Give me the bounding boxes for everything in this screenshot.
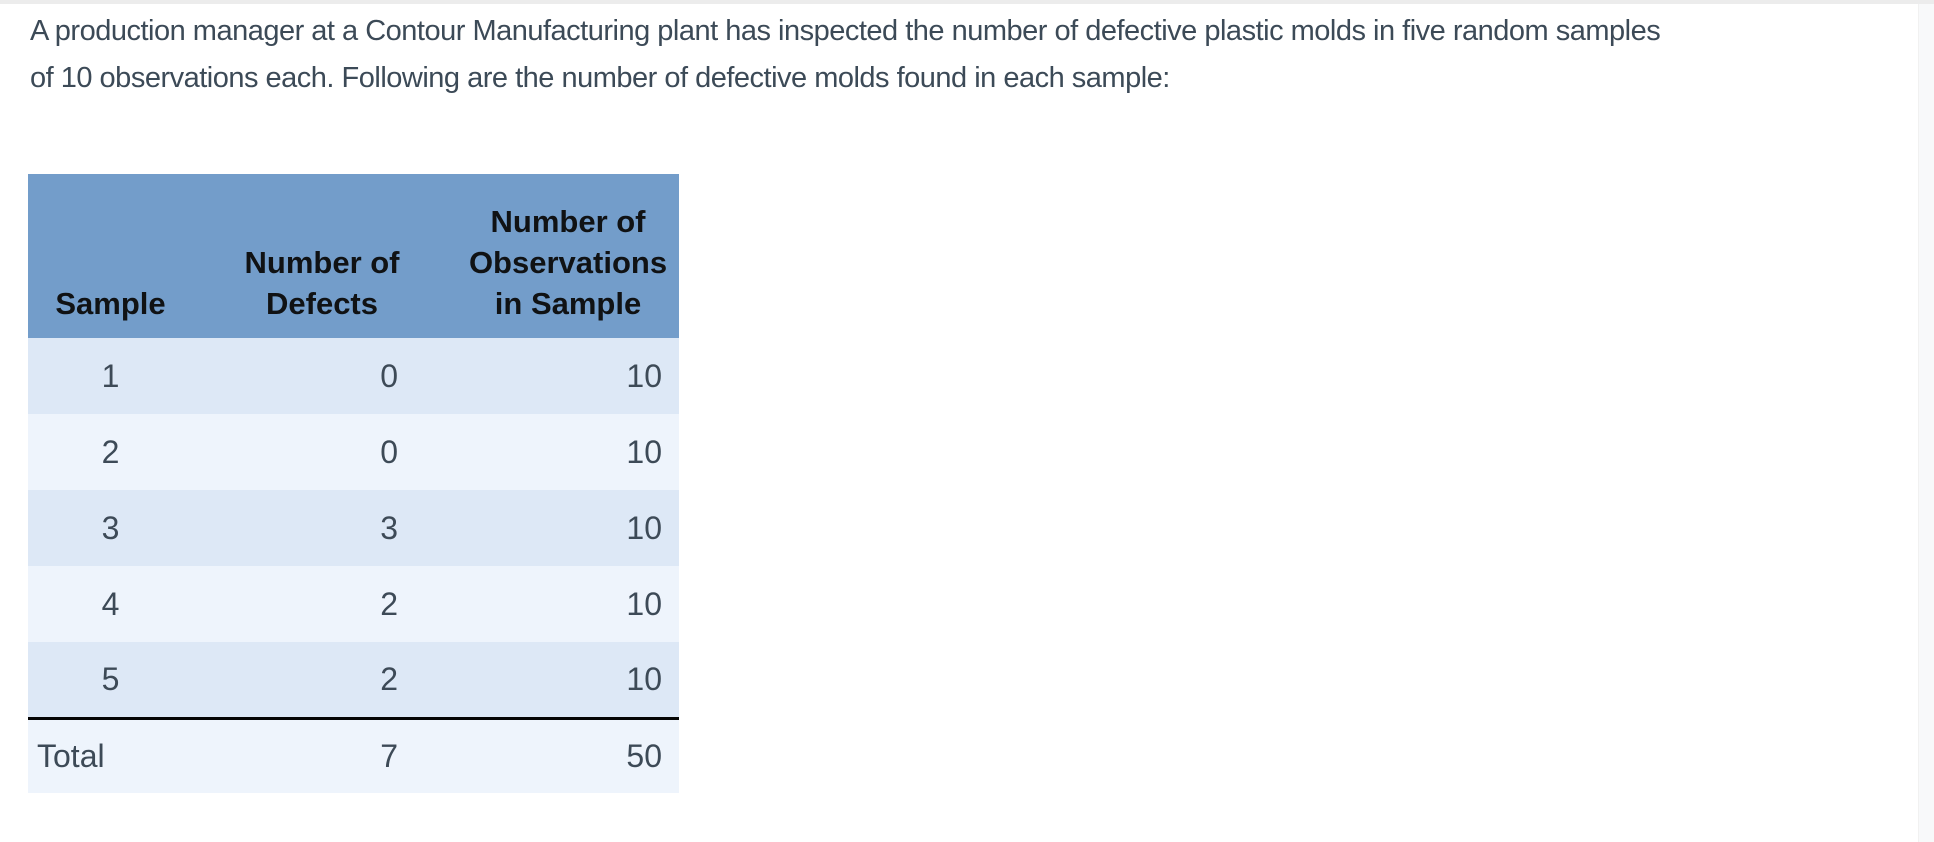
sample-cell: 2 — [101, 433, 120, 470]
column-header-defects: Number of Defects — [193, 174, 433, 338]
table-row: 2 0 10 — [28, 414, 679, 490]
column-header-observations: Number of Observations in Sample — [433, 174, 679, 338]
table-row: 1 0 10 — [28, 338, 679, 414]
observations-cell: 10 — [626, 433, 662, 470]
defects-cell: 2 — [380, 585, 398, 622]
table-total-row: Total 7 50 — [28, 718, 679, 793]
column-header-sample: Sample — [28, 174, 193, 338]
total-observations-cell: 50 — [626, 737, 662, 774]
observations-cell: 10 — [626, 660, 662, 697]
table-row: 5 2 10 — [28, 642, 679, 718]
problem-statement-line-1: A production manager at a Contour Manufa… — [30, 15, 1661, 47]
defects-cell: 0 — [380, 357, 398, 394]
observations-cell: 10 — [626, 357, 662, 394]
sample-cell: 3 — [101, 509, 120, 546]
defects-cell: 0 — [380, 433, 398, 470]
sample-cell: 1 — [101, 357, 120, 394]
table-row: 3 3 10 — [28, 490, 679, 566]
defects-table: Sample Number of Defects Number of Obser… — [28, 174, 679, 793]
vertical-scrollbar-track[interactable] — [1918, 4, 1934, 842]
sample-cell: 4 — [101, 585, 120, 622]
defects-cell: 2 — [380, 660, 398, 697]
defects-cell: 3 — [380, 509, 398, 546]
problem-statement-line-2: of 10 observations each. Following are t… — [30, 62, 1170, 94]
sample-cell: 5 — [101, 660, 120, 697]
observations-cell: 10 — [626, 585, 662, 622]
total-label-cell: Total — [37, 737, 105, 774]
problem-statement: A production manager at a Contour Manufa… — [30, 8, 1661, 102]
observations-cell: 10 — [626, 509, 662, 546]
table-row: 4 2 10 — [28, 566, 679, 642]
table-header-row: Sample Number of Defects Number of Obser… — [28, 174, 679, 338]
total-defects-cell: 7 — [380, 737, 398, 774]
top-divider — [0, 0, 1934, 4]
